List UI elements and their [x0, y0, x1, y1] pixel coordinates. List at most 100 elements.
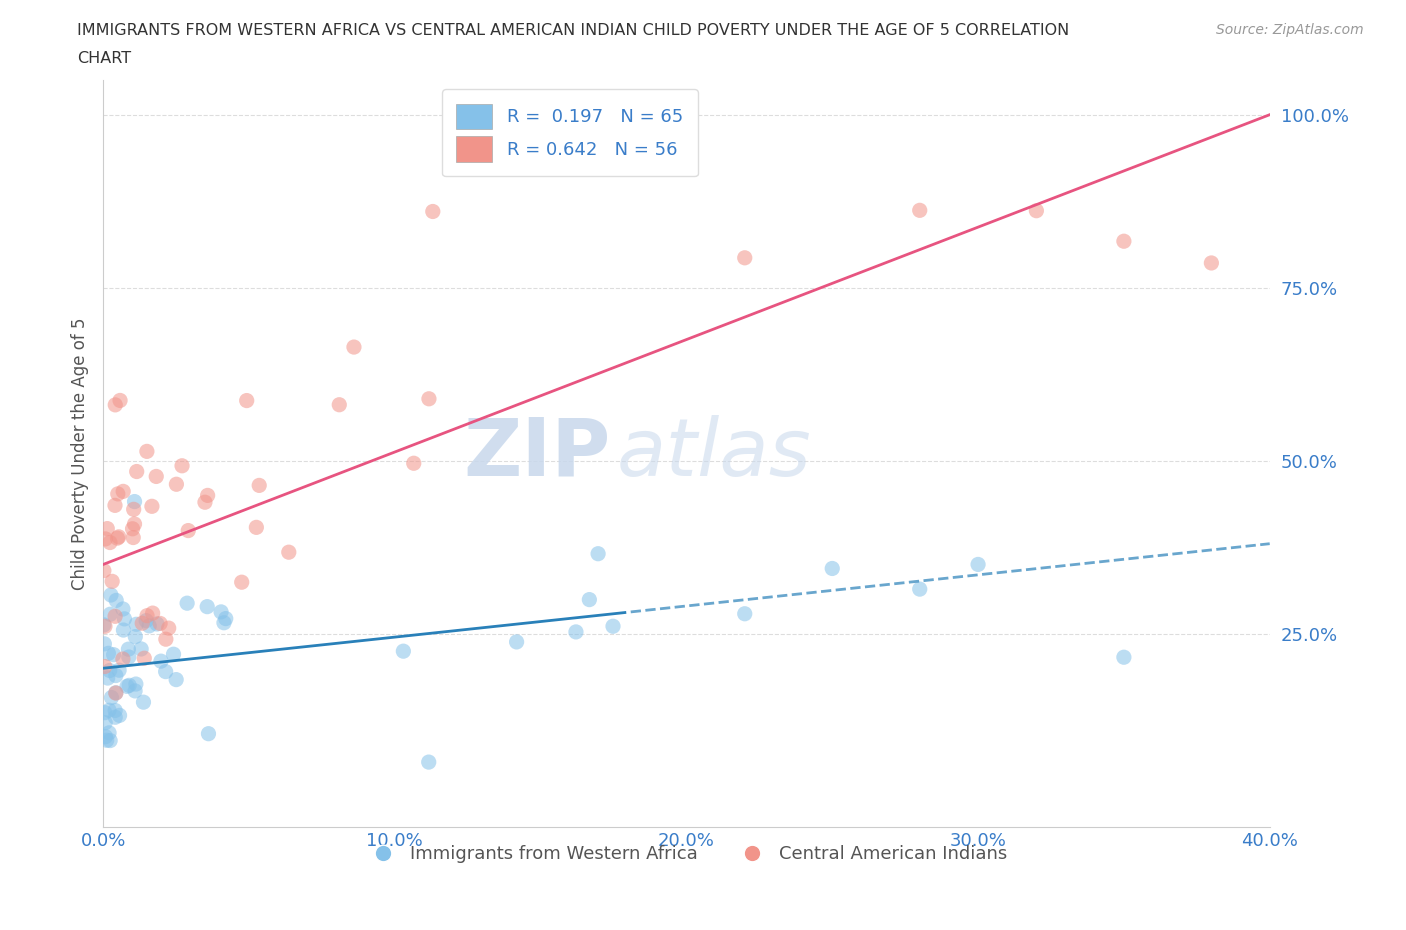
Point — [114, 611, 136, 626]
Point — [155, 631, 177, 646]
Point — [115, 679, 138, 694]
Point — [103, 647, 125, 662]
Point — [108, 393, 131, 408]
Point — [165, 477, 187, 492]
Point — [111, 652, 134, 667]
Point — [231, 575, 253, 590]
Point — [104, 685, 127, 700]
Point — [98, 606, 121, 621]
Point — [170, 458, 193, 473]
Point — [194, 495, 217, 510]
Point — [908, 203, 931, 218]
Point — [215, 611, 238, 626]
Point — [578, 592, 600, 607]
Point — [98, 703, 121, 718]
Point — [104, 685, 127, 700]
Text: ZIP: ZIP — [464, 415, 610, 493]
Point — [343, 339, 366, 354]
Point — [107, 529, 129, 544]
Point — [108, 663, 131, 678]
Point — [149, 616, 172, 631]
Point — [245, 520, 267, 535]
Point — [117, 642, 139, 657]
Point — [97, 671, 120, 685]
Point — [105, 593, 128, 608]
Text: atlas: atlas — [616, 415, 811, 493]
Point — [100, 588, 122, 603]
Point — [402, 456, 425, 471]
Point — [967, 557, 990, 572]
Point — [104, 397, 127, 412]
Point — [135, 444, 157, 458]
Point — [96, 521, 118, 536]
Point — [418, 754, 440, 769]
Point — [124, 494, 146, 509]
Point — [155, 664, 177, 679]
Point — [112, 622, 135, 637]
Point — [112, 484, 135, 498]
Text: IMMIGRANTS FROM WESTERN AFRICA VS CENTRAL AMERICAN INDIAN CHILD POVERTY UNDER TH: IMMIGRANTS FROM WESTERN AFRICA VS CENTRA… — [77, 23, 1070, 38]
Point — [247, 478, 270, 493]
Point — [176, 596, 198, 611]
Point — [94, 715, 117, 730]
Point — [94, 531, 117, 546]
Point — [328, 397, 350, 412]
Point — [146, 617, 169, 631]
Point — [94, 705, 117, 720]
Point — [212, 616, 235, 631]
Point — [124, 516, 146, 531]
Point — [104, 609, 127, 624]
Point — [96, 733, 118, 748]
Point — [124, 684, 146, 698]
Text: Source: ZipAtlas.com: Source: ZipAtlas.com — [1216, 23, 1364, 37]
Point — [131, 616, 153, 631]
Point — [122, 530, 145, 545]
Point — [129, 642, 152, 657]
Point — [122, 502, 145, 517]
Point — [118, 678, 141, 693]
Point — [157, 620, 180, 635]
Point — [149, 654, 172, 669]
Point — [418, 392, 440, 406]
Point — [125, 677, 148, 692]
Point — [104, 710, 127, 724]
Y-axis label: Child Poverty Under the Age of 5: Child Poverty Under the Age of 5 — [72, 317, 89, 590]
Point — [111, 602, 134, 617]
Point — [422, 204, 444, 219]
Point — [98, 733, 121, 748]
Point — [1201, 256, 1223, 271]
Point — [1112, 233, 1135, 248]
Point — [118, 649, 141, 664]
Point — [197, 488, 219, 503]
Point — [197, 726, 219, 741]
Point — [209, 604, 232, 619]
Point — [124, 630, 146, 644]
Point — [136, 608, 159, 623]
Point — [277, 545, 299, 560]
Point — [125, 464, 148, 479]
Point — [98, 535, 121, 550]
Point — [135, 613, 157, 628]
Point — [107, 531, 129, 546]
Point — [101, 574, 124, 589]
Point — [734, 606, 756, 621]
Point — [141, 498, 163, 513]
Point — [235, 393, 257, 408]
Point — [138, 618, 160, 633]
Point — [93, 564, 115, 578]
Point — [142, 605, 165, 620]
Point — [100, 690, 122, 705]
Point — [177, 524, 200, 538]
Point — [93, 636, 115, 651]
Point — [392, 644, 415, 658]
Point — [98, 725, 121, 740]
Point — [145, 469, 167, 484]
Text: CHART: CHART — [77, 51, 131, 66]
Point — [908, 581, 931, 596]
Point — [98, 663, 121, 678]
Point — [134, 651, 156, 666]
Point — [821, 561, 844, 576]
Point — [125, 617, 148, 631]
Point — [1112, 650, 1135, 665]
Point — [97, 646, 120, 661]
